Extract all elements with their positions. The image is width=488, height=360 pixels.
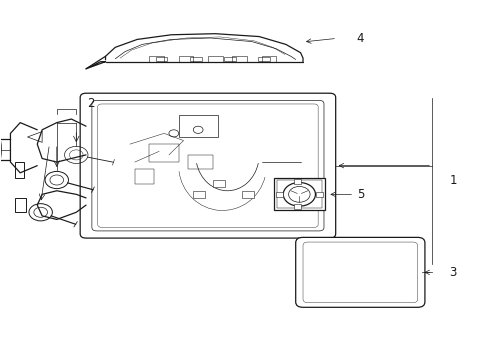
FancyBboxPatch shape [92,100,324,231]
FancyBboxPatch shape [303,242,417,303]
Text: 1: 1 [448,174,456,186]
Bar [276,180,322,208]
Bar [273,178,325,211]
Bar [224,57,235,61]
Bar [258,57,269,61]
Bar [15,162,24,178]
Bar [135,169,154,184]
Text: 2: 2 [87,97,95,110]
Bar [188,155,212,169]
Text: 5: 5 [356,188,363,201]
Bar [178,116,217,137]
Bar [316,192,323,197]
Bar [189,57,201,61]
Bar [242,191,254,198]
Text: 4: 4 [356,32,364,45]
Bar [193,191,205,198]
FancyBboxPatch shape [98,104,318,227]
FancyBboxPatch shape [80,93,335,238]
Bar [275,192,282,197]
Bar [294,179,301,184]
FancyBboxPatch shape [295,237,424,307]
Bar [15,198,26,212]
Text: 3: 3 [448,266,456,279]
Bar [294,204,301,209]
Bar [149,144,178,162]
Bar [156,57,167,61]
Bar [212,180,224,187]
